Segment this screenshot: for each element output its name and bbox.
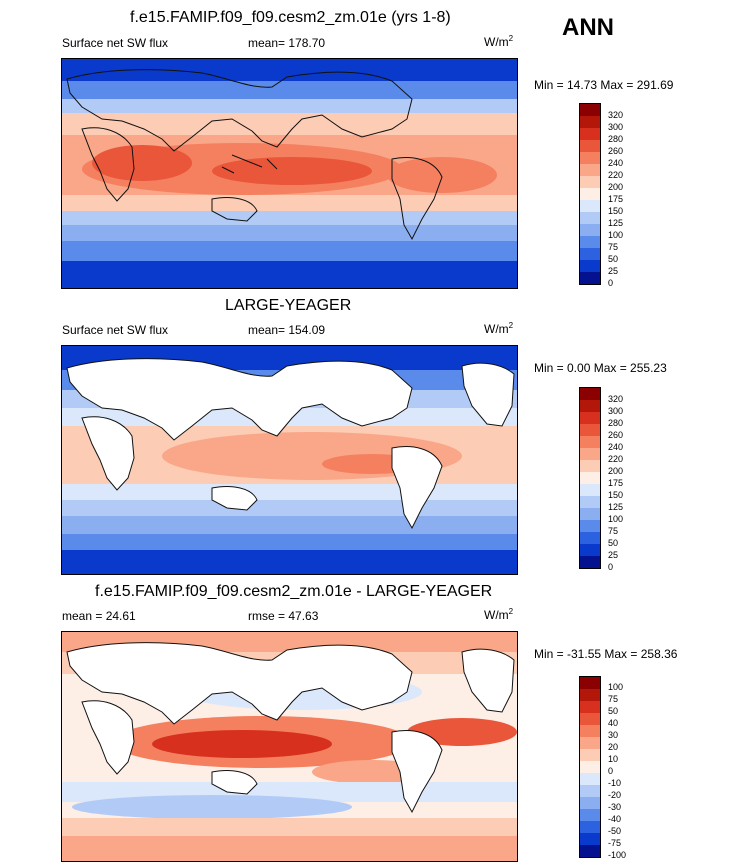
panel1-tick: 75 bbox=[608, 242, 619, 252]
panel1-tick: 320 bbox=[608, 110, 624, 120]
panel3-tick: -50 bbox=[608, 826, 622, 836]
panel2-tick: 280 bbox=[608, 418, 624, 428]
panel2-tick: 300 bbox=[608, 406, 624, 416]
panel3-tick: 50 bbox=[608, 706, 619, 716]
panel3-units: W/m2 bbox=[484, 607, 514, 622]
panel2-tick: 150 bbox=[608, 490, 624, 500]
panel3-tick: 40 bbox=[608, 718, 619, 728]
panel1-tick: 50 bbox=[608, 254, 619, 264]
panel1-tick: 125 bbox=[608, 218, 624, 228]
panel2-colorbar bbox=[579, 387, 601, 569]
panel3-tick: 0 bbox=[608, 766, 614, 776]
panel3-minmax: Min = -31.55 Max = 258.36 bbox=[534, 647, 678, 661]
panel1-tick: 240 bbox=[608, 158, 624, 168]
panel3-tick: 100 bbox=[608, 682, 624, 692]
panel2-tick: 175 bbox=[608, 478, 624, 488]
panel2-map-field bbox=[62, 346, 517, 574]
panel3-tick: 75 bbox=[608, 694, 619, 704]
panel1-map bbox=[61, 58, 518, 289]
panel2-tick: 25 bbox=[608, 550, 619, 560]
panel2-mean: mean= 154.09 bbox=[248, 323, 326, 337]
panel1-tick: 220 bbox=[608, 170, 624, 180]
season-label: ANN bbox=[562, 14, 614, 41]
panel3-map-field bbox=[62, 632, 517, 861]
panel3-tick: -100 bbox=[608, 850, 627, 860]
panel2-tick: 0 bbox=[608, 562, 614, 572]
panel2-title: LARGE-YEAGER bbox=[225, 297, 352, 314]
panel2-map bbox=[61, 345, 518, 575]
panel3-tick: -10 bbox=[608, 778, 622, 788]
panel1-tick: 175 bbox=[608, 194, 624, 204]
panel2-tick: 260 bbox=[608, 430, 624, 440]
panel1-left-label: Surface net SW flux bbox=[62, 36, 169, 50]
panel1-tick: 300 bbox=[608, 122, 624, 132]
panel3-tick: 20 bbox=[608, 742, 619, 752]
panel3-tick: -30 bbox=[608, 802, 622, 812]
panel1-tick: 0 bbox=[608, 278, 614, 288]
panel3-tick: -75 bbox=[608, 838, 622, 848]
panel1-title: f.e15.FAMIP.f09_f09.cesm2_zm.01e (yrs 1-… bbox=[130, 9, 451, 26]
panel2-tick: 240 bbox=[608, 442, 624, 452]
panel1-tick: 200 bbox=[608, 182, 624, 192]
panel3-title: f.e15.FAMIP.f09_f09.cesm2_zm.01e - LARGE… bbox=[95, 583, 493, 600]
panel3-tick: -40 bbox=[608, 814, 622, 824]
panel2-tick: 100 bbox=[608, 514, 624, 524]
panel1-tick: 25 bbox=[608, 266, 619, 276]
panel2-tick: 200 bbox=[608, 466, 624, 476]
panel1-mean: mean= 178.70 bbox=[248, 36, 326, 50]
panel3-tick: 10 bbox=[608, 754, 619, 764]
panel1-tick: 280 bbox=[608, 134, 624, 144]
panel3-map bbox=[61, 631, 518, 862]
panel1-tick: 150 bbox=[608, 206, 624, 216]
panel2-minmax: Min = 0.00 Max = 255.23 bbox=[534, 361, 667, 375]
panel1-minmax: Min = 14.73 Max = 291.69 bbox=[534, 78, 674, 92]
panel3-mean: mean = 24.61 bbox=[62, 609, 136, 623]
panel2-tick: 125 bbox=[608, 502, 624, 512]
panel2-tick: 320 bbox=[608, 394, 624, 404]
panel3-rmse: rmse = 47.63 bbox=[248, 609, 319, 623]
panel1-colorbar bbox=[579, 103, 601, 285]
panel2-tick: 50 bbox=[608, 538, 619, 548]
panel2-units: W/m2 bbox=[484, 321, 514, 336]
panel1-tick: 260 bbox=[608, 146, 624, 156]
panel3-tick: 30 bbox=[608, 730, 619, 740]
panel1-map-field bbox=[62, 59, 517, 288]
panel3-tick: -20 bbox=[608, 790, 622, 800]
panel2-left-label: Surface net SW flux bbox=[62, 323, 169, 337]
panel2-tick: 220 bbox=[608, 454, 624, 464]
panel1-tick: 100 bbox=[608, 230, 624, 240]
panel3-colorbar bbox=[579, 676, 601, 858]
panel2-tick: 75 bbox=[608, 526, 619, 536]
panel1-units: W/m2 bbox=[484, 34, 514, 49]
